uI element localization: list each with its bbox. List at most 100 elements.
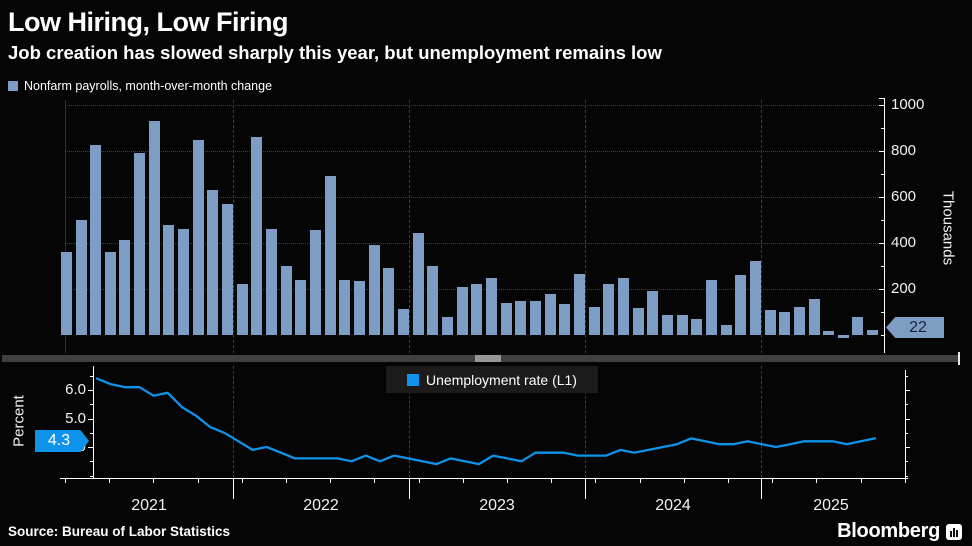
y-tick-label: 6.0 — [65, 381, 86, 398]
x-axis-minor-tick — [816, 479, 818, 483]
page-title: Low Hiring, Low Firing — [8, 7, 288, 37]
payroll-bar — [720, 324, 732, 335]
axis-tick — [879, 289, 885, 290]
axis-tick — [879, 151, 885, 152]
payroll-bar — [222, 203, 234, 335]
year-separator-tick — [409, 478, 410, 499]
page-subtitle: Job creation has slowed sharply this yea… — [8, 42, 662, 63]
year-divider-gridline — [233, 100, 234, 353]
payroll-bar — [471, 284, 483, 335]
payroll-bar — [412, 232, 424, 335]
unemployment-legend: Unemployment rate (L1) — [386, 366, 598, 393]
axis-minor-tick — [905, 461, 908, 463]
payroll-bar — [119, 239, 131, 336]
payroll-bar — [339, 279, 351, 335]
payroll-bar — [764, 309, 776, 335]
gridline-horizontal — [65, 150, 882, 152]
splitter-drag-handle[interactable] — [475, 355, 501, 362]
y-tick-label: 800 — [891, 142, 917, 159]
bottom-x-axis-line — [60, 478, 908, 479]
x-axis-minor-tick — [860, 479, 862, 483]
year-divider-gridline — [585, 100, 586, 353]
x-axis-minor-tick — [109, 479, 111, 483]
axis-tick — [88, 390, 94, 391]
x-axis-minor-tick — [595, 479, 597, 483]
y-tick-label: 1000 — [891, 96, 925, 113]
x-axis-year-label: 2023 — [479, 497, 515, 514]
payroll-bar — [266, 229, 277, 335]
bloomberg-wordmark: Bloomberg — [837, 520, 940, 542]
payroll-bar — [544, 293, 556, 335]
payrolls-legend-swatch-icon — [8, 81, 18, 91]
payroll-bar — [104, 252, 116, 335]
axis-minor-tick — [881, 220, 885, 221]
x-axis-minor-tick — [462, 479, 464, 483]
x-axis-year-label: 2021 — [131, 497, 167, 514]
axis-minor-tick — [90, 432, 94, 434]
x-axis-minor-tick — [551, 479, 553, 483]
axis-minor-tick — [881, 128, 885, 129]
payroll-bar — [90, 145, 102, 336]
bloomberg-brand: Bloomberg — [837, 520, 962, 543]
axis-tick — [905, 390, 910, 391]
payroll-bar — [354, 280, 365, 335]
payroll-bar — [500, 302, 512, 335]
unemployment-current-value-badge: 4.3 — [35, 430, 89, 452]
payroll-bar — [793, 307, 805, 335]
axis-tick — [88, 447, 94, 448]
y-tick-label: 5.0 — [65, 409, 86, 427]
payroll-bar — [383, 268, 395, 335]
year-separator-tick — [761, 478, 762, 499]
payroll-bar — [368, 245, 380, 335]
x-axis-minor-tick — [683, 479, 685, 483]
axis-tick — [905, 447, 910, 448]
payroll-bar — [192, 139, 204, 335]
axis-minor-tick — [881, 266, 885, 267]
payroll-bar — [559, 303, 571, 335]
x-axis-year-label: 2025 — [813, 497, 849, 514]
payroll-bar — [178, 229, 190, 335]
axis-minor-tick — [90, 475, 94, 477]
axis-tick — [879, 105, 885, 106]
year-separator-tick — [233, 478, 234, 499]
bloomberg-terminal-icon — [946, 523, 962, 540]
payroll-bar — [485, 277, 497, 335]
bottom-right-axis-line — [905, 370, 906, 479]
payroll-bar — [236, 284, 248, 335]
x-axis-minor-tick — [639, 479, 641, 483]
payroll-bar — [588, 307, 600, 335]
payroll-bar — [295, 279, 307, 335]
payrolls-legend: Nonfarm payrolls, month-over-month chang… — [8, 79, 272, 93]
payroll-bar — [134, 153, 146, 335]
payroll-bar — [705, 279, 717, 335]
payroll-bar — [603, 283, 615, 335]
x-axis-minor-tick — [728, 479, 729, 483]
payroll-bar — [837, 335, 849, 338]
axis-tick — [905, 418, 910, 420]
payroll-bar — [324, 176, 336, 335]
x-axis-year-label: 2022 — [303, 497, 339, 514]
payroll-bar — [867, 329, 879, 335]
payroll-bar — [573, 274, 585, 336]
payroll-bar — [75, 220, 87, 335]
unemployment-legend-swatch-icon — [407, 373, 420, 386]
payroll-bar — [207, 190, 219, 335]
payroll-bar — [280, 266, 292, 335]
splitter-end-tick — [958, 352, 960, 365]
axis-minor-tick — [905, 475, 908, 477]
payroll-bar — [456, 286, 468, 335]
payroll-bar — [163, 224, 175, 335]
payroll-bar — [515, 300, 527, 335]
payroll-bar — [148, 121, 160, 335]
x-axis-minor-tick — [65, 479, 66, 483]
year-divider-gridline — [761, 100, 762, 353]
gridline-horizontal — [65, 196, 882, 198]
source-note: Source: Bureau of Labor Statistics — [8, 524, 231, 539]
x-axis-minor-tick — [286, 479, 287, 483]
payroll-bar — [661, 315, 673, 335]
x-axis-minor-tick — [241, 479, 243, 483]
axis-minor-tick — [881, 312, 885, 313]
x-axis-minor-tick — [197, 479, 199, 483]
payroll-bar — [735, 275, 747, 335]
